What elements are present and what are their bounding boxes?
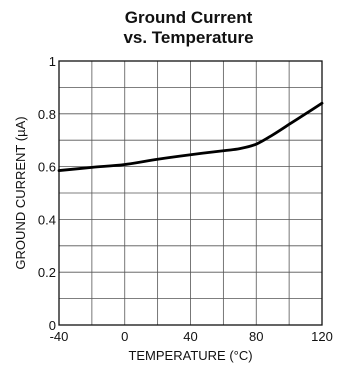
y-tick-label: 0.2 — [38, 265, 56, 280]
y-tick-label: 0.4 — [38, 212, 56, 227]
plot-frame — [58, 60, 323, 326]
x-tick-label: -40 — [50, 329, 69, 344]
chart-title-line-1: Ground Current — [124, 8, 253, 27]
y-tick-label: 0 — [49, 318, 56, 333]
series-line — [57, 101, 324, 172]
y-tick-label: 0.8 — [38, 107, 56, 122]
x-tick-label: 40 — [183, 329, 197, 344]
y-tick-label: 0.6 — [38, 160, 56, 175]
chart-title-line-2: vs. Temperature — [123, 28, 254, 47]
x-tick-label: 120 — [311, 329, 333, 344]
x-tick-label: 80 — [249, 329, 263, 344]
y-axis-label: GROUND CURRENT (µA) — [13, 116, 28, 269]
x-tick-label: 0 — [121, 329, 128, 344]
x-axis-label: TEMPERATURE (°C) — [128, 348, 252, 363]
y-tick-label: 1 — [49, 54, 56, 69]
